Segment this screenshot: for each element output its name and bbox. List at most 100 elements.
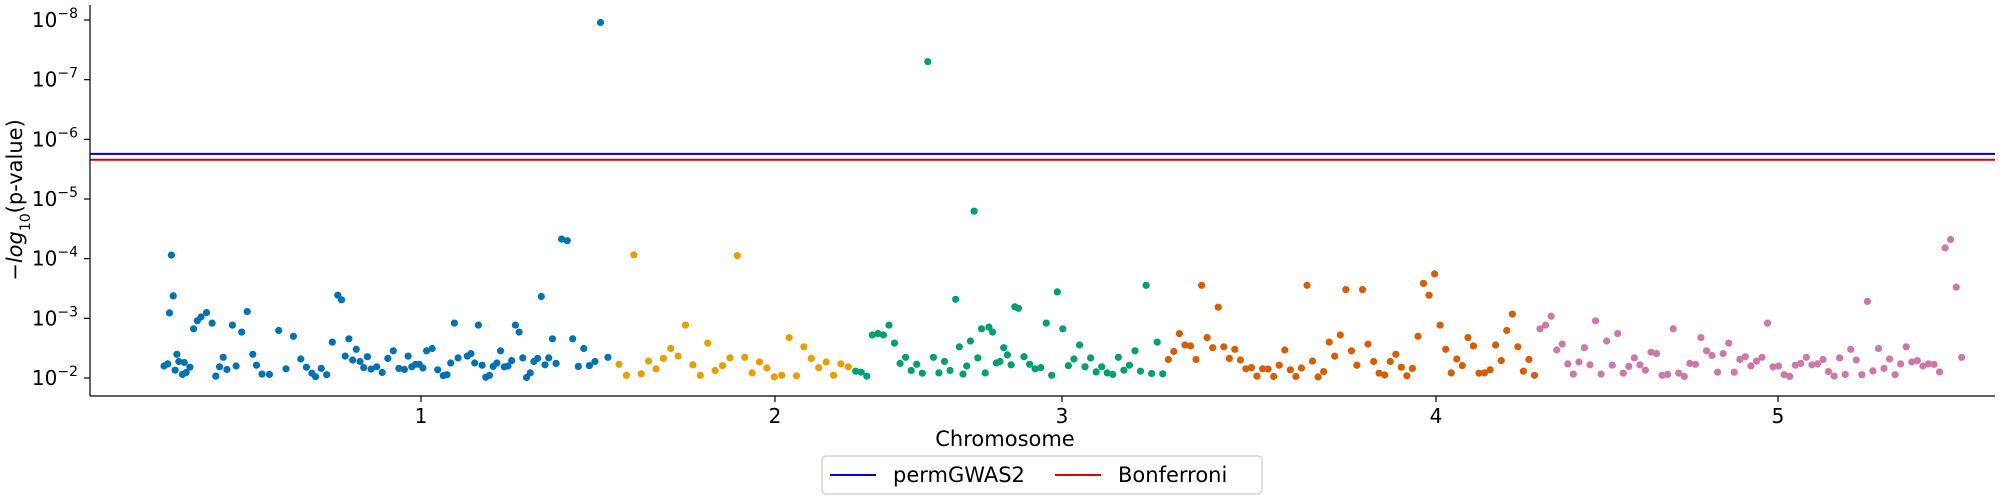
- data-point: [563, 237, 571, 245]
- data-point: [258, 370, 266, 378]
- data-point: [1503, 326, 1511, 335]
- data-point: [497, 347, 505, 355]
- data-point: [1775, 362, 1783, 370]
- data-point: [659, 354, 667, 362]
- data-point: [1852, 356, 1860, 364]
- data-point: [1092, 368, 1100, 376]
- data-point: [667, 344, 675, 353]
- data-point: [1697, 334, 1705, 342]
- data-point: [1037, 364, 1045, 372]
- data-point: [733, 252, 741, 260]
- data-point: [167, 251, 175, 259]
- data-point: [1525, 355, 1533, 364]
- data-point: [1824, 368, 1833, 376]
- data-point: [974, 354, 982, 362]
- data-point: [1508, 310, 1516, 318]
- data-point: [1902, 343, 1910, 351]
- data-point: [1819, 355, 1827, 364]
- data-points: [160, 18, 1966, 382]
- legend: permGWAS2 Bonferroni: [821, 455, 1263, 495]
- data-point: [755, 358, 764, 366]
- x-tick-label: 5: [1772, 404, 1785, 428]
- data-point: [526, 369, 534, 377]
- data-point: [467, 350, 475, 358]
- data-point: [1464, 334, 1472, 342]
- data-point: [1136, 367, 1145, 375]
- data-point: [485, 371, 494, 379]
- axes: [89, 5, 1995, 397]
- data-point: [1702, 347, 1711, 355]
- data-point: [434, 366, 442, 374]
- data-point: [1164, 355, 1172, 364]
- data-point: [345, 335, 353, 343]
- data-point: [966, 337, 975, 345]
- data-point: [1830, 372, 1838, 380]
- data-point: [1247, 364, 1256, 372]
- data-point: [282, 365, 290, 373]
- data-point: [829, 371, 838, 379]
- data-point: [1719, 350, 1727, 358]
- data-point: [985, 323, 993, 331]
- data-point: [1447, 369, 1455, 377]
- data-point: [1198, 281, 1206, 289]
- data-point: [863, 372, 871, 380]
- data-point: [243, 308, 251, 316]
- x-tick-label: 1: [415, 404, 428, 428]
- data-point: [1081, 363, 1089, 371]
- data-point: [879, 331, 888, 339]
- data-point: [689, 361, 697, 369]
- data-point: [289, 332, 297, 340]
- data-point: [367, 365, 375, 373]
- y-tick-label: 10−4: [32, 245, 78, 271]
- data-point: [1658, 371, 1666, 379]
- data-point: [508, 357, 516, 365]
- data-point: [352, 345, 360, 353]
- data-point: [1691, 360, 1699, 368]
- data-point: [471, 359, 479, 367]
- data-point: [215, 363, 224, 371]
- data-point: [1153, 338, 1161, 346]
- data-point: [1308, 357, 1317, 365]
- data-point: [935, 369, 943, 377]
- data-point: [748, 369, 756, 377]
- data-point: [454, 354, 462, 362]
- data-point: [1414, 332, 1422, 340]
- data-point: [1486, 366, 1494, 374]
- data-point: [1530, 371, 1539, 379]
- data-point: [844, 363, 852, 371]
- data-point: [404, 352, 412, 360]
- data-point: [1641, 366, 1649, 374]
- data-point: [363, 353, 371, 361]
- data-point: [275, 326, 283, 335]
- data-point: [515, 328, 523, 336]
- data-point: [323, 371, 331, 379]
- data-point: [228, 321, 236, 329]
- data-point: [913, 360, 921, 368]
- data-point: [1586, 361, 1594, 369]
- data-point: [1564, 360, 1572, 368]
- data-point: [1142, 281, 1150, 289]
- data-point: [1625, 362, 1633, 370]
- data-point: [1175, 330, 1183, 338]
- data-point: [297, 355, 305, 363]
- data-point: [165, 309, 174, 317]
- data-point: [1769, 363, 1777, 371]
- data-point: [1553, 346, 1561, 354]
- data-point: [1630, 354, 1638, 362]
- legend-label-permgwas2: permGWAS2: [893, 463, 1025, 487]
- data-point: [1736, 355, 1744, 364]
- data-point: [637, 370, 645, 378]
- data-point: [569, 335, 577, 343]
- data-point: [1159, 370, 1167, 378]
- data-point: [1708, 351, 1716, 360]
- data-point: [249, 350, 257, 358]
- data-point: [1419, 279, 1428, 287]
- data-point: [970, 207, 978, 215]
- data-point: [1109, 370, 1117, 378]
- data-point: [800, 343, 808, 351]
- data-point: [1370, 357, 1378, 366]
- data-point: [1270, 372, 1278, 380]
- data-point: [423, 347, 431, 355]
- data-point: [1209, 344, 1217, 352]
- data-point: [726, 354, 734, 362]
